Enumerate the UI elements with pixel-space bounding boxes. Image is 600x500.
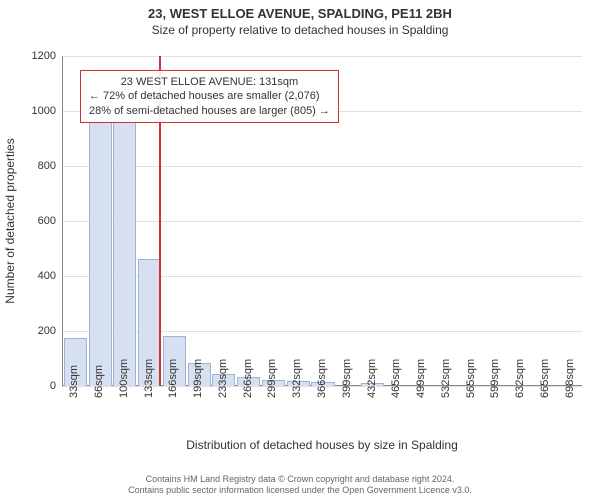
chart-container: 23, WEST ELLOE AVENUE, SPALDING, PE11 2B… <box>0 0 600 500</box>
annotation-line: 28% of semi-detached houses are larger (… <box>89 104 330 118</box>
y-tick-label: 1000 <box>26 105 56 117</box>
footer-line-1: Contains HM Land Registry data © Crown c… <box>0 474 600 485</box>
y-tick-label: 400 <box>26 270 56 282</box>
y-tick-label: 200 <box>26 325 56 337</box>
grid-line <box>62 56 582 57</box>
histogram-bar <box>89 121 112 386</box>
y-tick-label: 0 <box>26 380 56 392</box>
y-tick-label: 1200 <box>26 50 56 62</box>
y-axis-label: Number of detached properties <box>3 138 17 303</box>
annotation-line: ← 72% of detached houses are smaller (2,… <box>89 89 330 103</box>
chart-title: 23, WEST ELLOE AVENUE, SPALDING, PE11 2B… <box>0 0 600 21</box>
grid-line <box>62 166 582 167</box>
grid-line <box>62 221 582 222</box>
x-axis-label: Distribution of detached houses by size … <box>62 438 582 452</box>
y-tick-label: 800 <box>26 160 56 172</box>
annotation-line: 23 WEST ELLOE AVENUE: 131sqm <box>89 75 330 89</box>
y-tick-label: 600 <box>26 215 56 227</box>
footer-line-2: Contains public sector information licen… <box>0 485 600 496</box>
footer: Contains HM Land Registry data © Crown c… <box>0 474 600 496</box>
chart-subtitle: Size of property relative to detached ho… <box>0 23 600 37</box>
histogram-bar <box>113 118 136 386</box>
annotation-box: 23 WEST ELLOE AVENUE: 131sqm← 72% of det… <box>80 70 339 123</box>
